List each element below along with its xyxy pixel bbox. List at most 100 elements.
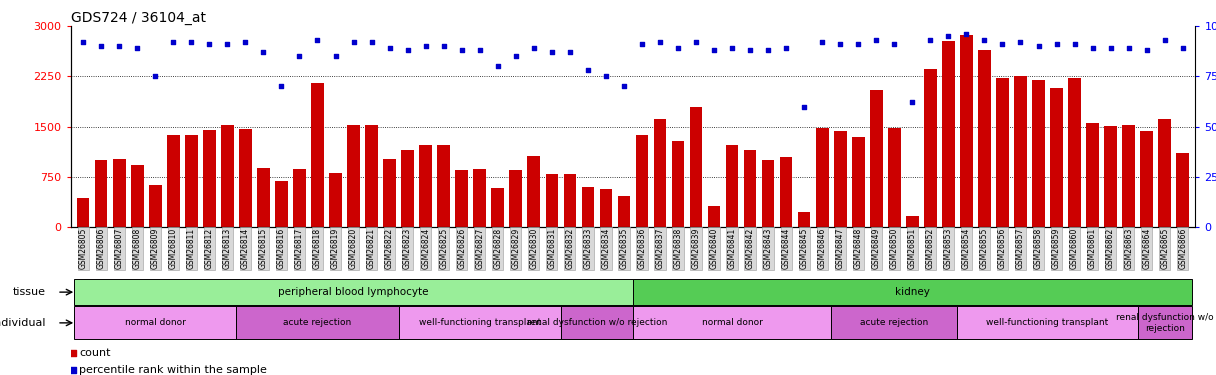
Bar [689, 106, 703, 227]
Text: GSM26832: GSM26832 [565, 228, 574, 269]
Bar [491, 188, 505, 227]
Text: GSM26809: GSM26809 [151, 228, 159, 269]
Text: GSM26851: GSM26851 [908, 228, 917, 269]
Text: GSM26839: GSM26839 [692, 228, 700, 269]
Bar [74, 279, 632, 305]
Bar [383, 159, 396, 227]
Point [1137, 47, 1156, 53]
Point [398, 47, 417, 53]
Text: GSM26834: GSM26834 [602, 228, 610, 269]
Bar [561, 306, 632, 339]
Point [146, 74, 165, 80]
Text: GSM26860: GSM26860 [1070, 228, 1079, 269]
Bar [581, 187, 595, 227]
Point [1119, 45, 1138, 51]
Bar [636, 135, 648, 227]
Text: GSM26865: GSM26865 [1160, 228, 1170, 269]
Point [181, 39, 201, 45]
Point [254, 50, 274, 55]
Bar [240, 129, 252, 227]
Point [812, 39, 832, 45]
Bar [869, 90, 883, 227]
Text: tissue: tissue [13, 287, 46, 297]
Point [1100, 45, 1120, 51]
Text: GSM26855: GSM26855 [980, 228, 989, 269]
Bar [1014, 76, 1026, 227]
Text: GSM26818: GSM26818 [313, 228, 322, 269]
Text: GSM26852: GSM26852 [925, 228, 935, 269]
Text: GSM26859: GSM26859 [1052, 228, 1062, 269]
Text: GSM26835: GSM26835 [619, 228, 629, 269]
Bar [761, 160, 775, 227]
Text: GSM26866: GSM26866 [1178, 228, 1187, 269]
Point [434, 44, 454, 50]
Text: well-functioning transplant: well-functioning transplant [986, 318, 1109, 327]
Point [289, 53, 309, 59]
Bar [257, 168, 270, 227]
Text: GSM26857: GSM26857 [1017, 228, 1025, 269]
Text: GSM26840: GSM26840 [710, 228, 719, 269]
Text: acute rejection: acute rejection [860, 318, 929, 327]
Point [578, 68, 597, 74]
Point [777, 45, 796, 51]
Text: GSM26821: GSM26821 [367, 228, 376, 269]
Text: GSM26850: GSM26850 [890, 228, 899, 269]
Text: GSM26841: GSM26841 [727, 228, 737, 269]
Text: GSM26811: GSM26811 [187, 228, 196, 269]
Point [669, 45, 688, 51]
Point [992, 41, 1012, 47]
Text: GSM26833: GSM26833 [584, 228, 592, 269]
Bar [401, 150, 413, 227]
Point [596, 74, 615, 80]
Text: renal dysfunction w/o rejection: renal dysfunction w/o rejection [527, 318, 668, 327]
Point [651, 39, 670, 45]
Text: GSM26858: GSM26858 [1034, 228, 1043, 269]
Bar [420, 145, 432, 227]
Text: GSM26817: GSM26817 [295, 228, 304, 269]
Bar [1122, 125, 1135, 227]
Point [957, 31, 976, 37]
Point [722, 45, 742, 51]
Point [452, 47, 472, 53]
Bar [528, 156, 540, 227]
Bar [148, 185, 162, 227]
Point [73, 39, 92, 45]
Point [416, 44, 435, 50]
Text: GDS724 / 36104_at: GDS724 / 36104_at [71, 11, 206, 25]
Bar [473, 169, 486, 227]
Text: GSM26807: GSM26807 [114, 228, 124, 269]
Text: GSM26808: GSM26808 [133, 228, 142, 269]
Text: GSM26861: GSM26861 [1088, 228, 1097, 269]
Bar [978, 50, 991, 227]
Text: GSM26825: GSM26825 [439, 228, 449, 269]
Point [1065, 41, 1085, 47]
Point [542, 50, 562, 55]
Bar [438, 145, 450, 227]
Point [199, 41, 219, 47]
Text: GSM26863: GSM26863 [1124, 228, 1133, 269]
Point [884, 41, 903, 47]
Text: individual: individual [0, 318, 46, 328]
Point [506, 53, 525, 59]
Point [975, 37, 995, 43]
Text: GSM26848: GSM26848 [854, 228, 862, 269]
Bar [131, 165, 143, 227]
Bar [834, 131, 846, 227]
Bar [95, 160, 107, 227]
Point [614, 84, 634, 90]
Text: percentile rank within the sample: percentile rank within the sample [79, 365, 268, 375]
Point [849, 41, 868, 47]
Text: GSM26813: GSM26813 [223, 228, 232, 269]
Bar [632, 279, 1192, 305]
Bar [510, 170, 522, 227]
Point [1029, 44, 1048, 50]
Bar [348, 124, 360, 227]
Text: GSM26816: GSM26816 [277, 228, 286, 269]
Bar [888, 128, 901, 227]
Bar [798, 212, 811, 227]
Text: GSM26837: GSM26837 [655, 228, 664, 269]
Point [704, 47, 724, 53]
Text: GSM26824: GSM26824 [421, 228, 430, 269]
Bar [957, 306, 1138, 339]
Point [524, 45, 544, 51]
